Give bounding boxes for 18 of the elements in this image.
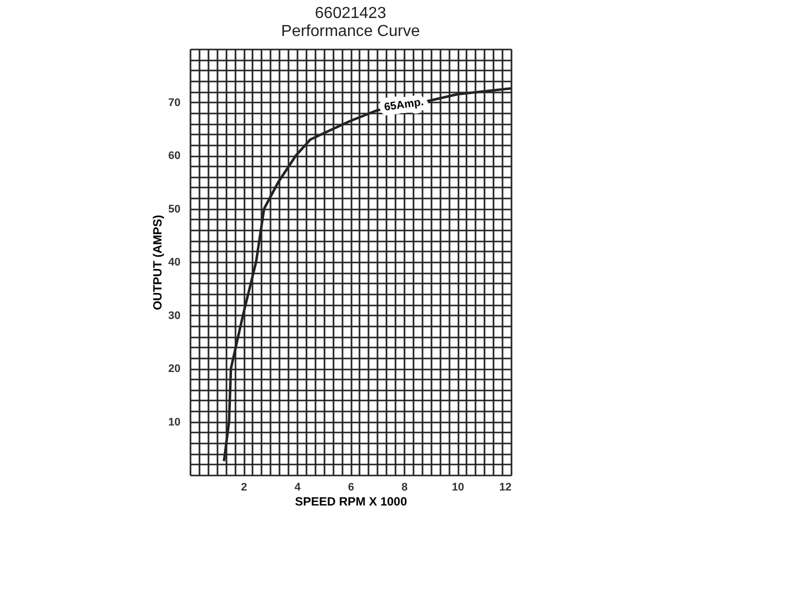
y-tick-label: 50 — [168, 203, 180, 216]
x-tick-label: 4 — [294, 482, 302, 494]
x-tick-label: 6 — [348, 482, 354, 494]
y-tick-label: 60 — [168, 150, 180, 162]
y-tick-label: 70 — [168, 96, 180, 109]
y-tick-label: 20 — [168, 363, 180, 375]
text: Performance Curve — [281, 23, 420, 40]
y-tick-label: 30 — [168, 310, 180, 322]
y-tick-label: 10 — [168, 416, 180, 428]
annotation: 65Amp. — [383, 96, 425, 114]
x-tick-label: 2 — [240, 482, 248, 494]
x-axis-title: SPEED RPM X 1000 — [294, 494, 408, 508]
text: 66021423 — [314, 5, 386, 22]
x-tick-label: 10 — [452, 482, 464, 494]
y-tick-label: 40 — [168, 256, 180, 268]
y-axis-title: OUTPUT (AMPS) — [150, 214, 164, 310]
x-tick-label: 12 — [499, 482, 512, 494]
x-tick-label: 8 — [401, 482, 408, 494]
